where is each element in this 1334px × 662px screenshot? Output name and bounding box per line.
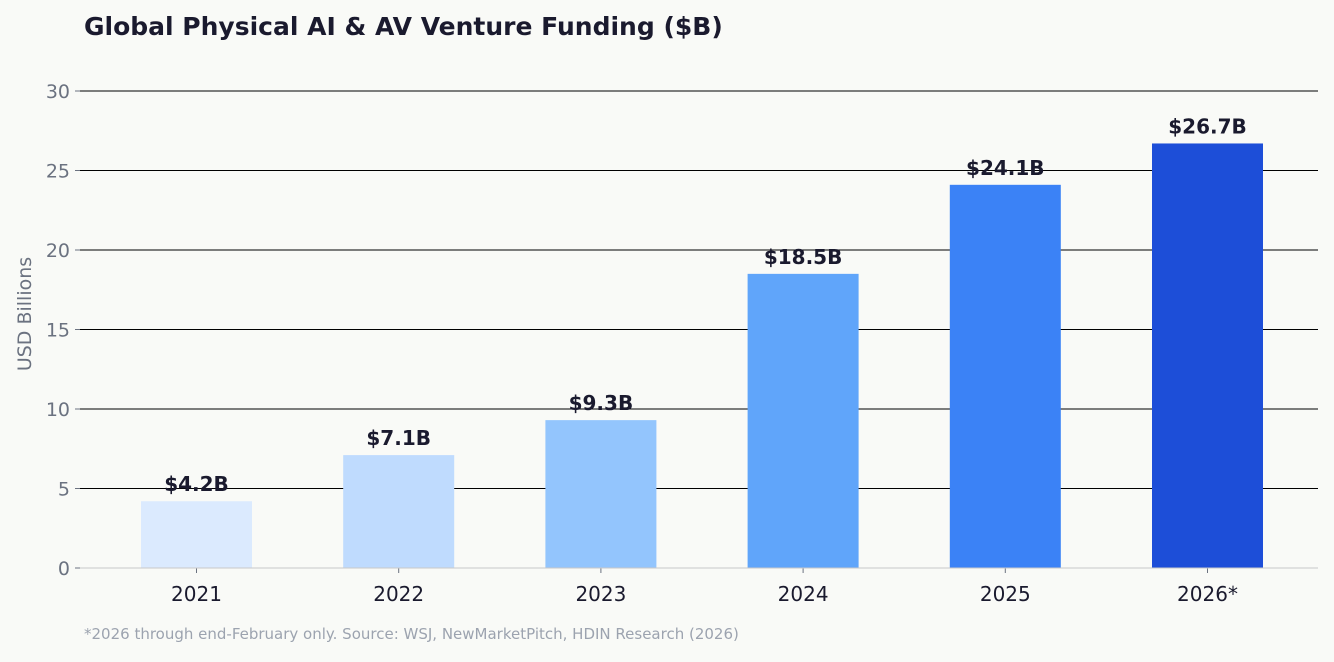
bar-2026-star	[1152, 143, 1263, 568]
x-tick-label: 2021	[171, 582, 222, 606]
y-axis-ticks: 0 5 10 15 20 25 30	[46, 81, 80, 580]
footnote: *2026 through end-February only. Source:…	[84, 625, 739, 643]
y-tick-label: 20	[46, 240, 70, 262]
bar-2023	[545, 420, 657, 568]
y-axis-label: USD Billions	[14, 257, 36, 371]
gridlines	[80, 90, 1318, 490]
bars	[141, 143, 1263, 568]
data-label: $7.1B	[366, 426, 431, 450]
y-tick-label: 25	[46, 161, 70, 183]
data-label: $24.1B	[966, 156, 1045, 180]
y-tick-label: 10	[46, 399, 70, 421]
x-tick-label: 2025	[980, 582, 1031, 606]
x-tick-label: 2024	[778, 582, 829, 606]
chart-title: Global Physical AI & AV Venture Funding …	[84, 12, 723, 41]
y-tick-label: 30	[46, 81, 70, 103]
bar-2025	[949, 184, 1061, 568]
bar-2022	[343, 455, 455, 568]
data-labels: $4.2B $7.1B $9.3B $18.5B $24.1B $26.7B	[164, 114, 1247, 496]
y-tick-label: 0	[58, 558, 70, 580]
y-tick-label: 15	[46, 320, 70, 342]
x-tick-label: 2022	[373, 582, 424, 606]
data-label: $9.3B	[569, 391, 634, 415]
bar-2021	[141, 501, 252, 568]
x-tick-label: 2026*	[1177, 582, 1238, 606]
x-tick-label: 2023	[575, 582, 626, 606]
data-label: $26.7B	[1168, 114, 1247, 138]
data-label: $4.2B	[164, 472, 229, 496]
x-axis-ticks: 2021 2022 2023 2024 2025 2026*	[171, 568, 1238, 606]
bar-2024	[747, 273, 859, 568]
data-label: $18.5B	[764, 245, 843, 269]
y-tick-label: 5	[58, 479, 70, 501]
